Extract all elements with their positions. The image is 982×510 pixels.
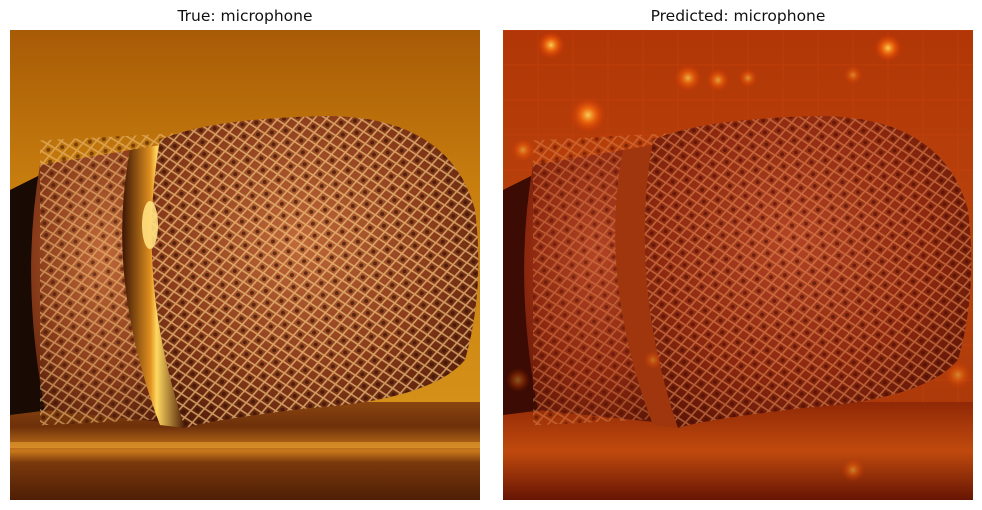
predicted-label-panel: Predicted: microphone (503, 0, 973, 500)
microphone-saliency-image (503, 30, 973, 500)
microphone-image (10, 30, 480, 500)
microphone-photo-svg (10, 30, 480, 500)
panel-title-true: True: microphone (177, 7, 313, 25)
microphone-heatmap-svg (503, 30, 973, 500)
panel-title-predicted: Predicted: microphone (650, 7, 826, 25)
true-label-panel: True: microphone (10, 0, 480, 500)
